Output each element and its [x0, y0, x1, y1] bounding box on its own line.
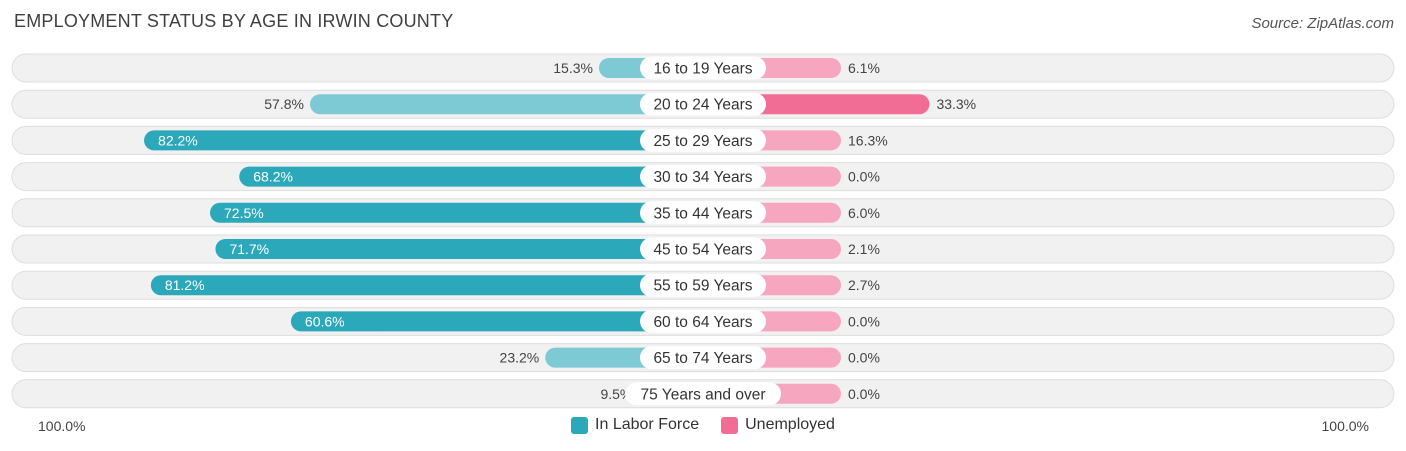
category-label: 35 to 44 Years [653, 205, 752, 222]
data-label-labor-force: 82.2% [158, 132, 198, 148]
bar-labor-force [239, 166, 704, 187]
data-label-unemployed: 0.0% [848, 169, 880, 185]
data-label-labor-force: 9.5% [600, 386, 632, 402]
category-pill [640, 165, 766, 189]
category-label: 60 to 64 Years [653, 314, 752, 331]
bar-row: 81.2% 2.7% 55 to 59 Years [11, 270, 1395, 300]
category-pill [625, 382, 781, 406]
category-label: 30 to 34 Years [653, 169, 752, 186]
data-label-unemployed: 0.0% [848, 313, 880, 329]
data-label-labor-force: 57.8% [264, 96, 304, 112]
data-label-unemployed: 6.1% [848, 60, 880, 76]
data-label-unemployed: 16.3% [848, 132, 888, 148]
axis-left-label: 100.0% [38, 418, 86, 434]
legend: In Labor Force Unemployed [0, 416, 1406, 434]
category-label: 25 to 29 Years [653, 133, 752, 150]
category-label: 75 Years and over [641, 386, 766, 403]
category-pill [640, 128, 766, 152]
legend-item-labor-force: In Labor Force [571, 416, 699, 434]
category-pill [640, 92, 766, 116]
category-label: 55 to 59 Years [653, 278, 752, 295]
category-pill [640, 273, 766, 297]
bar-row: 60.6% 0.0% 60 to 64 Years [11, 306, 1395, 336]
source-label: Source: ZipAtlas.com [1251, 15, 1394, 32]
legend-swatch-labor-force [571, 416, 589, 434]
category-pill [640, 201, 766, 225]
chart-title: EMPLOYMENT STATUS BY AGE IN IRWIN COUNTY [14, 11, 454, 31]
data-label-labor-force: 68.2% [253, 169, 293, 185]
data-label-unemployed: 6.0% [848, 205, 880, 221]
category-pill [640, 346, 766, 370]
category-label: 20 to 24 Years [653, 97, 752, 114]
legend-label-labor-force: In Labor Force [595, 416, 700, 433]
data-label-labor-force: 15.3% [553, 60, 593, 76]
bar-row: 82.2% 16.3% 25 to 29 Years [11, 125, 1395, 155]
data-label-labor-force: 72.5% [224, 205, 264, 221]
data-label-labor-force: 60.6% [305, 313, 345, 329]
data-label-unemployed: 2.7% [848, 277, 880, 293]
data-label-labor-force: 71.7% [229, 241, 269, 257]
bar-row: 57.8% 33.3% 20 to 24 Years [11, 89, 1395, 119]
category-pill [640, 56, 766, 80]
category-label: 16 to 19 Years [653, 61, 752, 78]
bar-row: 23.2% 0.0% 65 to 74 Years [11, 343, 1395, 373]
data-label-unemployed: 0.0% [848, 350, 880, 366]
axis-right-label: 100.0% [1321, 418, 1369, 434]
legend-swatch-unemployed [721, 416, 739, 434]
legend-item-unemployed: Unemployed [721, 416, 835, 434]
bar-row: 68.2% 0.0% 30 to 34 Years [11, 162, 1395, 192]
data-label-unemployed: 33.3% [936, 96, 976, 112]
bar-row: 15.3% 6.1% 16 to 19 Years [11, 53, 1395, 83]
bar-labor-force [215, 239, 703, 259]
bar-labor-force [150, 275, 704, 296]
data-label-labor-force: 23.2% [500, 350, 540, 366]
legend-label-unemployed: Unemployed [745, 416, 835, 433]
bar-row: 72.5% 6.0% 35 to 44 Years [11, 198, 1395, 228]
data-label-unemployed: 2.1% [848, 241, 880, 257]
bar-row: 9.5% 0.0% 75 Years and over [11, 379, 1395, 409]
category-pill [640, 309, 766, 333]
bar-row: 71.7% 2.1% 45 to 54 Years [11, 234, 1395, 264]
bar-labor-force [290, 311, 703, 332]
bar-labor-force [210, 202, 703, 223]
category-label: 65 to 74 Years [653, 350, 752, 367]
data-label-unemployed: 0.0% [848, 386, 880, 402]
bar-labor-force [144, 130, 704, 151]
category-label: 45 to 54 Years [653, 242, 752, 259]
data-label-labor-force: 81.2% [165, 277, 205, 293]
bar-labor-force [309, 94, 703, 115]
category-pill [640, 237, 766, 261]
